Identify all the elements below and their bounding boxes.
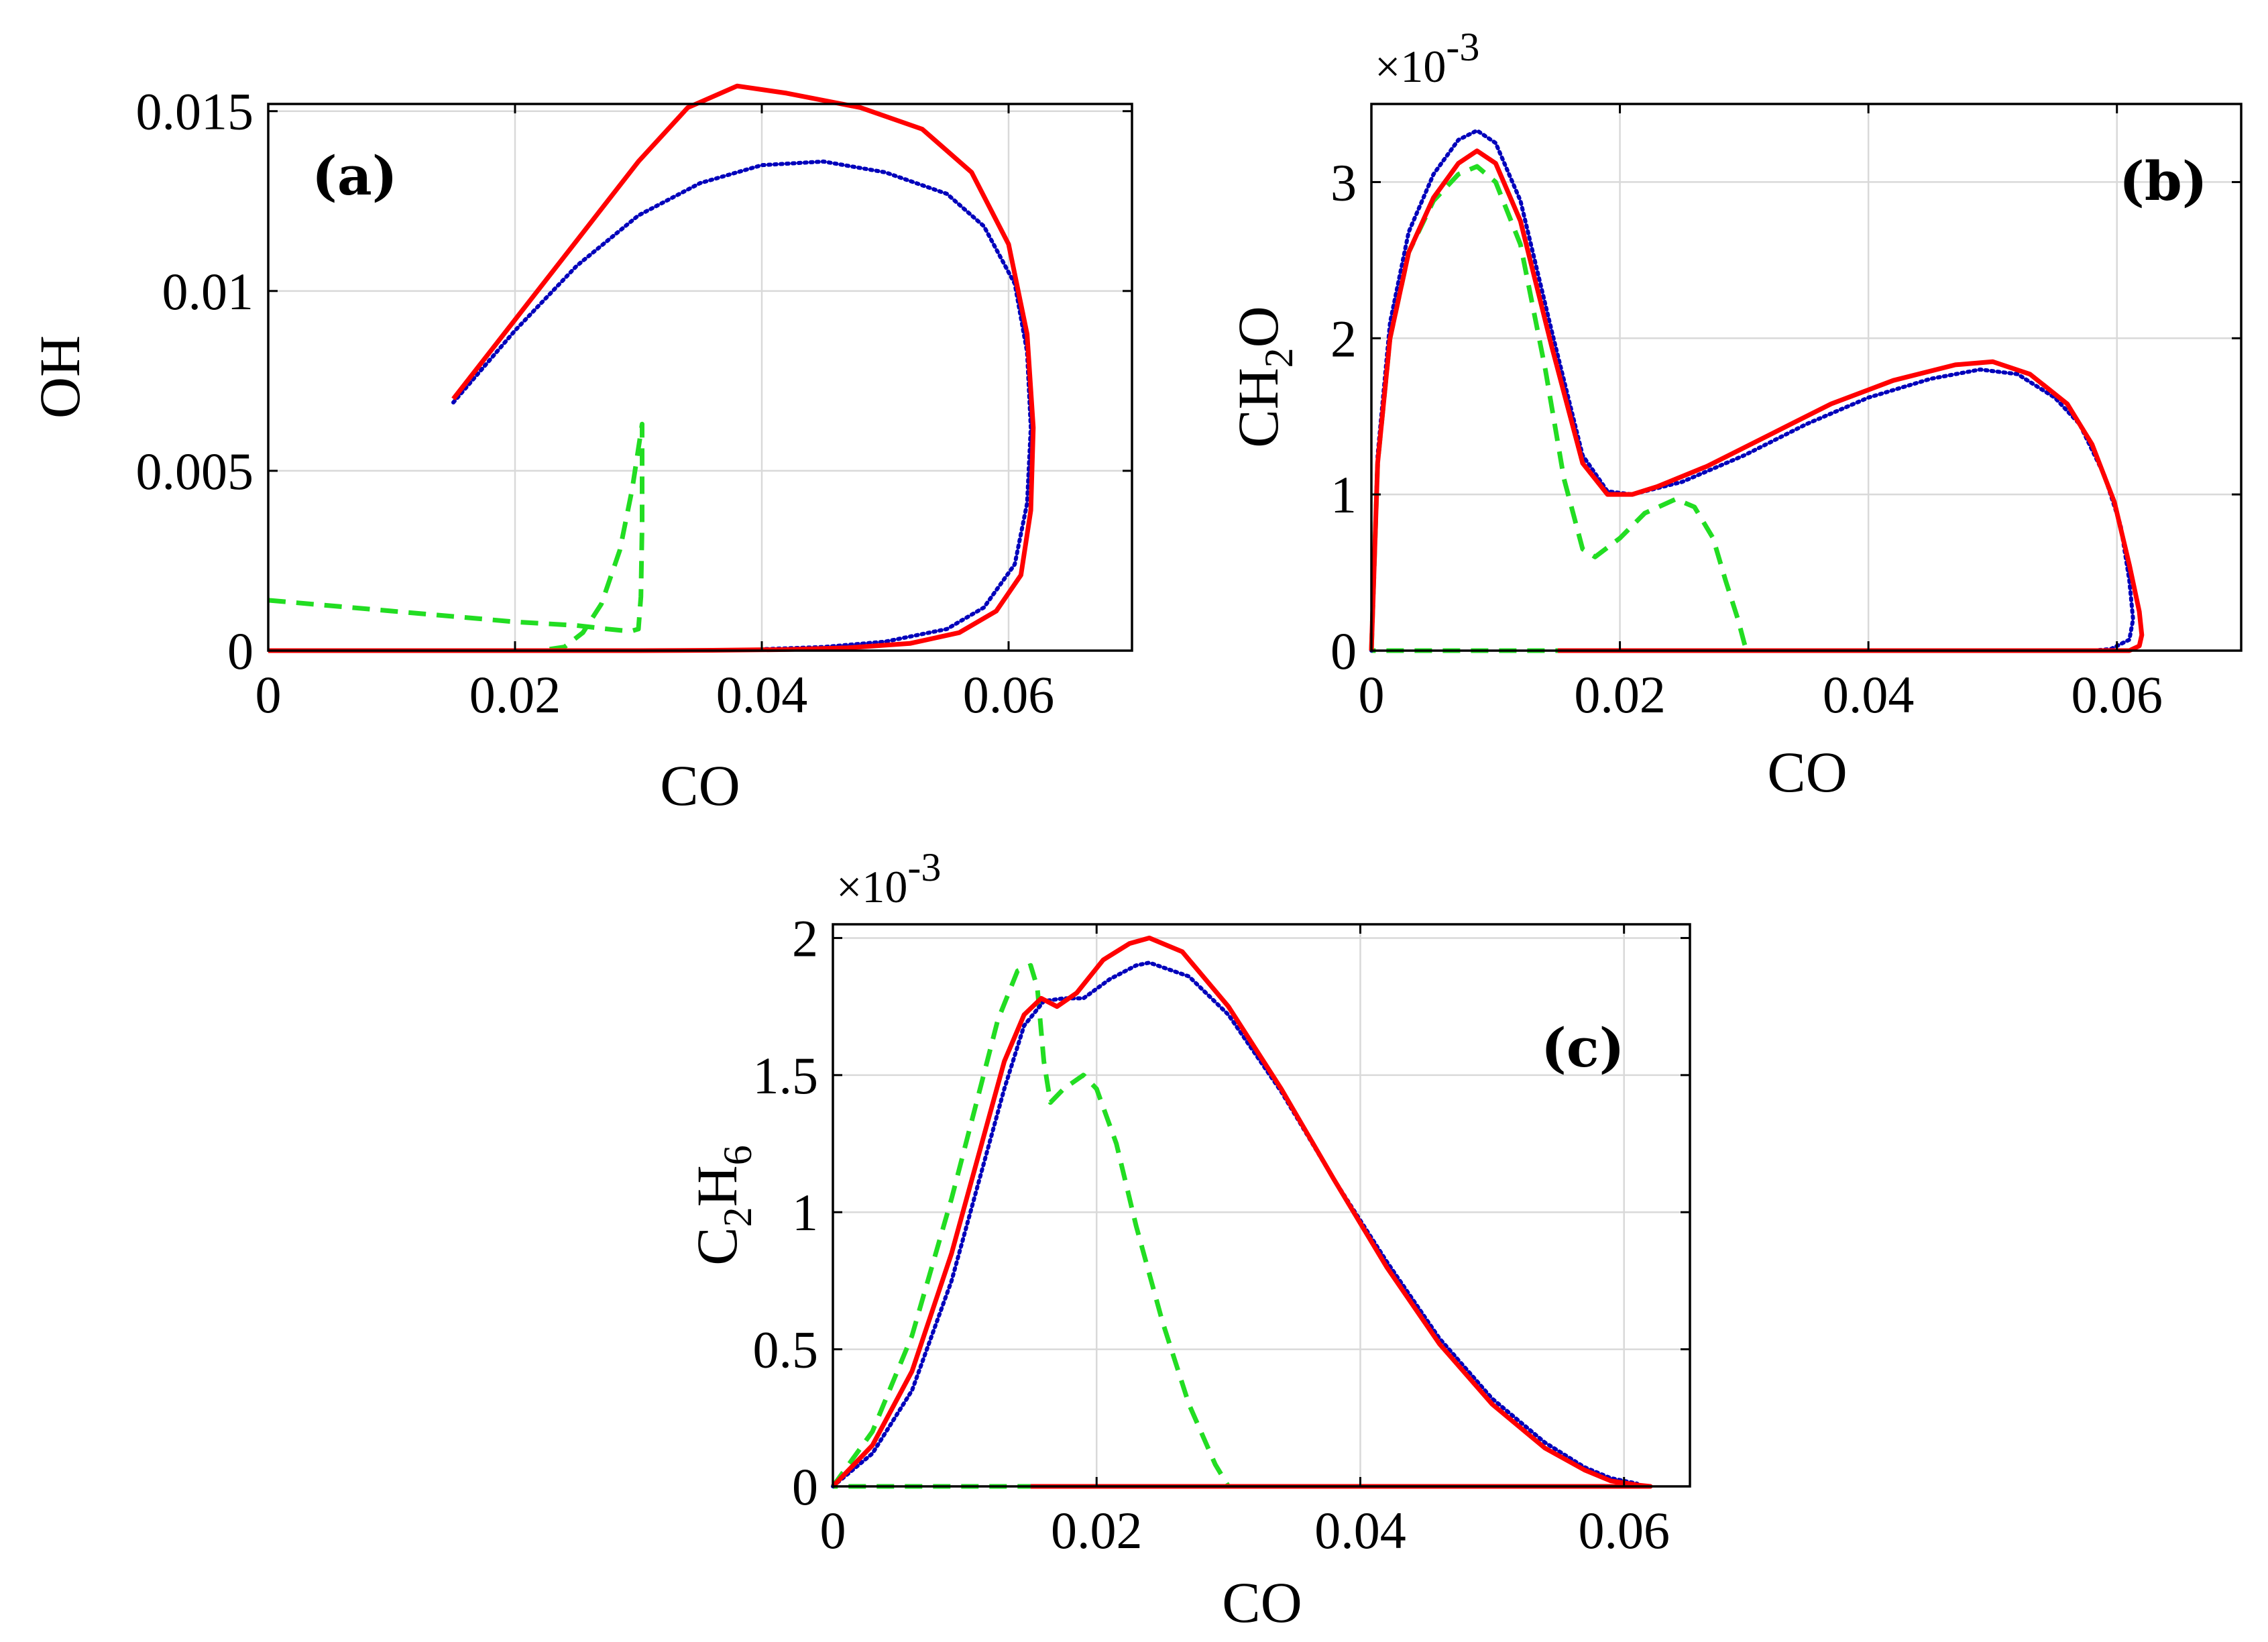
x-tick-label-c-2: 0.04 [1314, 1501, 1406, 1559]
y-tick-label-a-3: 0.015 [136, 83, 254, 141]
x-tick-label-a-3: 0.06 [963, 665, 1055, 724]
ticks-c: 0 0.02 0.04 0.06 0 0.5 1 1.5 2 [753, 909, 1690, 1559]
y-axis-label-b-tail: O [1226, 306, 1290, 347]
y-tick-label-b-1: 1 [1330, 466, 1357, 524]
y-tick-label-b-2: 2 [1330, 309, 1357, 368]
series-red-solid-b [1369, 148, 2145, 653]
y-tick-label-a-0: 0 [227, 622, 253, 680]
x-tick-label-a-2: 0.04 [716, 665, 808, 724]
x-axis-label-b: CO [1767, 740, 1847, 804]
x-tick-label-c-0: 0 [820, 1501, 846, 1559]
x-tick-label-b-1: 0.02 [1574, 665, 1666, 724]
x-tick-label-b-3: 0.06 [2071, 665, 2163, 724]
ticks-a: 0 0.02 0.04 0.06 0 0.005 0.01 0.015 [136, 83, 1132, 724]
panel-label-a: (a) [312, 144, 398, 207]
axes-frame-c [832, 923, 1691, 1488]
y-axis-label-c-sub: 2 [716, 1207, 760, 1227]
x-tick-label-a-0: 0 [256, 665, 282, 724]
x-axis-label-a: CO [660, 753, 740, 818]
y-axis-label-c: C2H6 [685, 1145, 760, 1265]
multiplier-b: ×10-3 [1375, 25, 1479, 92]
multiplier-b-exp: -3 [1446, 25, 1479, 69]
y-tick-label-c-4: 2 [792, 909, 818, 967]
y-tick-label-c-3: 1.5 [753, 1046, 819, 1105]
series-blue-dotted-b [1369, 128, 2135, 653]
y-axis-label-b-sub: 2 [1257, 347, 1301, 368]
y-axis-label-a: OH [27, 335, 92, 419]
x-tick-label-c-1: 0.02 [1051, 1501, 1143, 1559]
y-tick-label-c-0: 0 [792, 1458, 818, 1516]
y-tick-label-b-0: 0 [1330, 622, 1357, 680]
axes-frame-b [1370, 103, 2243, 652]
axes-frame-a [267, 103, 1133, 652]
y-axis-label-c-mid: H [685, 1165, 749, 1207]
grid-a [268, 104, 1132, 651]
panel-label-b: (b) [2119, 150, 2208, 213]
y-axis-label-b: CH2O [1226, 306, 1301, 448]
y-axis-label-c-main: C [685, 1227, 749, 1265]
panel-label-c: (c) [1541, 1016, 1624, 1079]
multiplier-b-base: ×10 [1375, 41, 1446, 92]
y-tick-label-b-3: 3 [1330, 153, 1357, 211]
y-axis-label-b-main: CH [1226, 368, 1290, 447]
x-tick-label-a-1: 0.02 [469, 665, 561, 724]
grid-c [833, 924, 1690, 1486]
series-blue-dotted-a [451, 159, 1033, 651]
y-tick-label-a-2: 0.01 [162, 262, 254, 321]
x-axis-label-c: CO [1222, 1570, 1302, 1635]
x-tick-label-b-0: 0 [1359, 665, 1385, 724]
series-green-dashed-a [268, 421, 644, 653]
series-blue-dotted-c [831, 961, 1640, 1488]
y-tick-label-a-1: 0.005 [136, 442, 254, 500]
multiplier-c-exp: -3 [907, 845, 941, 889]
y-tick-label-c-1: 0.5 [753, 1321, 819, 1379]
multiplier-c-base: ×10 [836, 861, 907, 912]
y-tick-label-c-2: 1 [792, 1183, 818, 1242]
x-tick-label-c-3: 0.06 [1578, 1501, 1670, 1559]
multiplier-c: ×10-3 [836, 845, 941, 912]
panel-a: 0 0.02 0.04 0.06 0 0.005 0.01 0.015 (a) CO OH [27, 83, 1133, 818]
series-b [1369, 128, 2145, 653]
series-green-dashed-b [1369, 164, 1750, 653]
y-axis-label-c-sub2: 6 [716, 1145, 760, 1165]
grid-b [1371, 104, 2241, 651]
x-tick-label-b-2: 0.04 [1823, 665, 1915, 724]
ticks-b: 0 0.02 0.04 0.06 0 1 2 3 [1330, 104, 2241, 724]
